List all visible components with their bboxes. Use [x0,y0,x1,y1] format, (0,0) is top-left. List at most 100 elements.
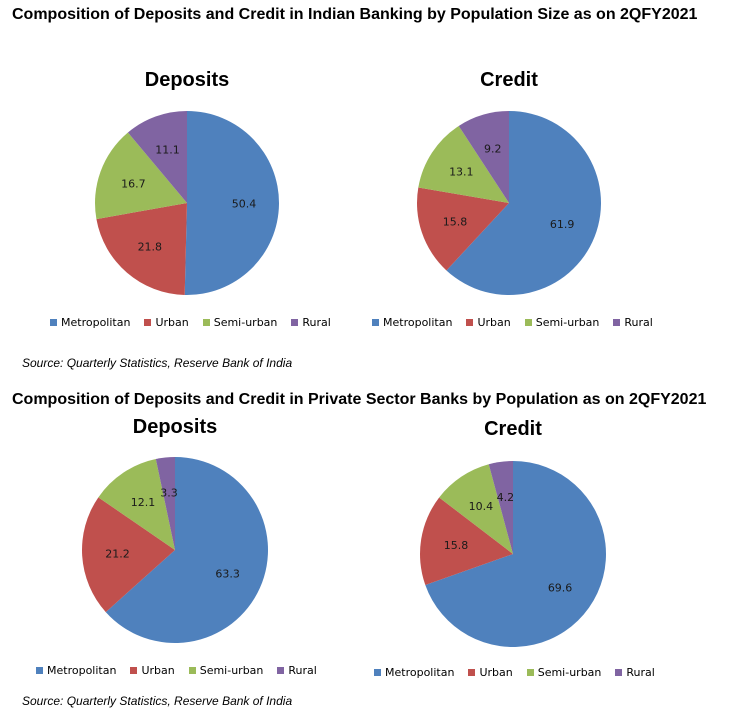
pie-slice-rural [458,111,509,203]
data-label-rural: 11.1 [155,143,180,156]
legend: Metropolitan Urban Semi-urban Rural [50,316,331,329]
legend-swatch [526,669,534,676]
data-label-urban: 21.2 [105,548,130,561]
data-label-semi-urban: 13.1 [449,166,474,179]
data-label-urban: 15.8 [444,539,469,552]
legend-item-metropolitan: Metropolitan [50,316,130,329]
pie-slice-semi-urban [98,458,175,550]
pie-slice-rural [127,111,187,203]
legend: Metropolitan Urban Semi-urban Rural [374,666,655,679]
pie-slice-metropolitan [105,457,269,643]
legend: Metropolitan Urban Semi-urban Rural [372,316,653,329]
legend-swatch [468,669,476,676]
chart-title: Deposits [145,69,229,91]
data-label-metropolitan: 63.3 [215,568,240,581]
legend-label: Rural [624,316,653,329]
chart-title: Deposits [133,416,217,438]
chart-title: Credit [484,418,542,440]
pie-slice-rural [155,457,175,550]
legend-swatch [615,669,623,676]
pie-slice-metropolitan [446,111,601,295]
legend-item-urban: Urban [130,664,175,677]
legend-label: Urban [155,316,189,329]
data-label-rural: 9.2 [484,142,502,155]
pie-slice-urban [420,497,513,585]
pie-slice-semi-urban [95,132,187,220]
legend-item-metropolitan: Metropolitan [374,666,454,679]
legend-swatch [466,319,474,326]
legend-swatch [144,319,152,326]
legend-item-semi-urban: Semi-urban [202,316,278,329]
data-label-metropolitan: 50.4 [232,198,257,211]
data-label-urban: 15.8 [443,215,468,228]
legend-label: Semi-urban [537,666,602,679]
pie-chart-deposits-private: Deposits 63.3 21.2 12.1 3.3 [28,410,318,660]
legend-item-metropolitan: Metropolitan [372,316,452,329]
legend-swatch [291,319,299,326]
legend-swatch [36,667,43,674]
legend-item-semi-urban: Semi-urban [526,666,602,679]
section-title: Composition of Deposits and Credit in Pr… [12,391,707,408]
legend-item-urban: Urban [466,316,511,329]
data-label-rural: 3.3 [160,487,178,500]
legend-swatch [202,319,210,326]
data-label-urban: 21.8 [138,240,163,253]
data-label-rural: 4.2 [497,491,515,504]
pie-slice-metropolitan [425,461,606,647]
legend-item-urban: Urban [468,666,513,679]
legend-swatch [277,667,285,674]
data-label-semi-urban: 12.1 [131,496,156,509]
legend-label: Semi-urban [199,664,264,677]
pie-slice-rural [488,461,513,554]
legend-label: Urban [141,664,175,677]
legend-swatch [130,667,138,674]
pie-svg: Deposits 50.4 21.8 16.7 11.1 [95,69,280,296]
pie-slice-urban [96,203,187,295]
legend-swatch [50,319,57,326]
legend-label: Semi-urban [535,316,600,329]
legend-item-rural: Rural [291,316,331,329]
pie-slice-semi-urban [439,464,513,554]
pie-chart-deposits-all: Deposits 50.4 21.8 16.7 11.1 [40,62,330,312]
legend-item-rural: Rural [613,316,653,329]
pie-svg: Credit 61.9 15.8 13.1 9.2 [417,69,601,295]
legend-item-metropolitan: Metropolitan [36,664,116,677]
pie-slice-metropolitan [184,111,280,296]
legend-label: Metropolitan [385,666,455,679]
legend-label: Rural [302,316,331,329]
legend-label: Urban [477,316,511,329]
data-label-semi-urban: 10.4 [469,500,494,513]
source-note: Source: Quarterly Statistics, Reserve Ba… [22,694,293,708]
legend-swatch [524,319,532,326]
pie-svg: Deposits 63.3 21.2 12.1 3.3 [81,416,269,643]
legend-swatch [372,319,379,326]
legend-label: Rural [626,666,655,679]
legend-label: Rural [288,664,317,677]
legend-label: Metropolitan [383,316,453,329]
legend-label: Semi-urban [213,316,278,329]
data-label-semi-urban: 16.7 [121,178,146,191]
data-label-metropolitan: 69.6 [548,581,573,594]
legend-item-rural: Rural [277,664,317,677]
legend-swatch [188,667,196,674]
data-label-metropolitan: 61.9 [550,218,575,231]
chart-title: Credit [480,69,538,91]
pie-chart-credit-all: Credit 61.9 15.8 13.1 9.2 [362,62,652,312]
legend-item-urban: Urban [144,316,189,329]
legend: Metropolitan Urban Semi-urban Rural [36,664,317,677]
legend-item-semi-urban: Semi-urban [188,664,264,677]
pie-slice-urban [81,497,175,613]
pie-slice-semi-urban [418,125,509,203]
pie-svg: Credit 69.6 15.8 10.44.2 [420,418,606,647]
legend-swatch [613,319,621,326]
legend-label: Metropolitan [61,316,131,329]
legend-swatch [374,669,381,676]
source-note: Source: Quarterly Statistics, Reserve Ba… [22,356,293,370]
legend-item-semi-urban: Semi-urban [524,316,600,329]
pie-chart-credit-private: Credit 69.6 15.8 10.4 4.2 [368,412,658,662]
legend-label: Metropolitan [47,664,117,677]
pie-slice-urban [417,187,509,271]
legend-item-rural: Rural [615,666,655,679]
section-title: Composition of Deposits and Credit in In… [12,6,698,23]
legend-label: Urban [479,666,513,679]
